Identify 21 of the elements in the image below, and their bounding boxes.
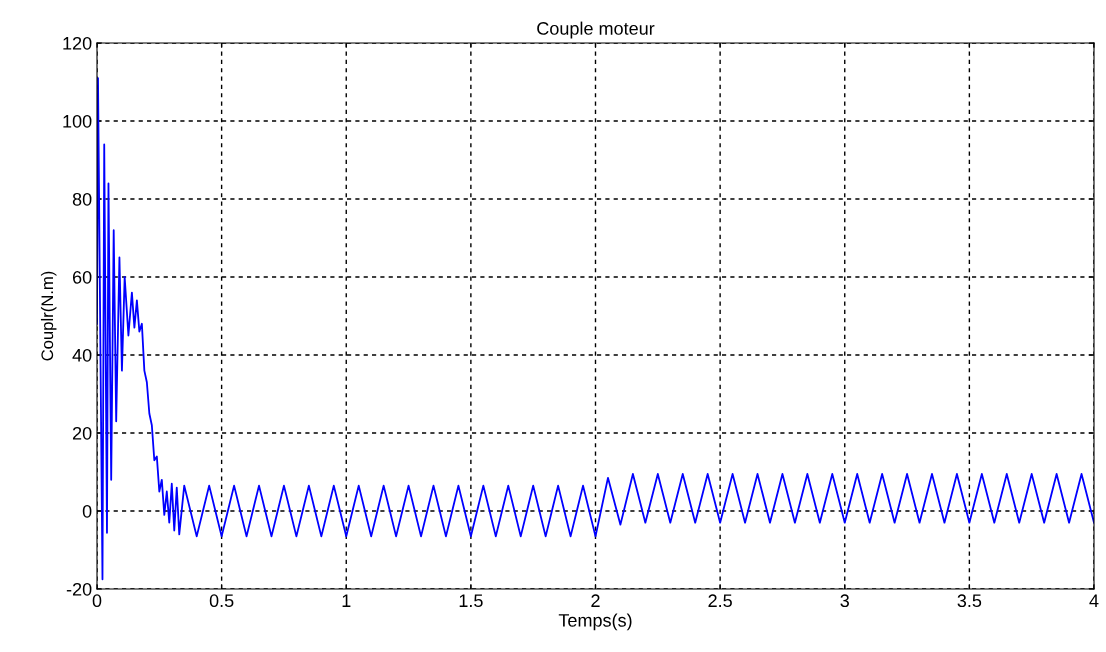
x-tick-label: 2.5 — [708, 594, 732, 608]
y-tick-label: 80 — [72, 192, 92, 206]
x-tick-label: 1.5 — [459, 594, 483, 608]
x-axis-title: Temps(s) — [558, 613, 632, 631]
y-tick-label: 40 — [72, 348, 92, 362]
y-tick-label: 120 — [63, 36, 92, 50]
x-tick-label: 3.5 — [957, 594, 982, 608]
y-tick-label: 20 — [72, 426, 92, 440]
y-tick-label: 60 — [72, 270, 92, 284]
y-tick-label: 100 — [63, 114, 92, 128]
y-tick-label: 0 — [82, 504, 92, 518]
line-series — [97, 77, 1094, 581]
x-tick-label: 0 — [92, 594, 102, 608]
x-tick-label: 0.5 — [209, 594, 234, 608]
y-tick-label: -20 — [66, 582, 92, 596]
y-axis-title: Couplr(N.m) — [40, 271, 57, 361]
x-tick-label: 4 — [1089, 594, 1099, 607]
chart-title: Couple moteur — [537, 21, 655, 39]
x-tick-label: 1 — [342, 594, 351, 607]
x-tick-label: 3 — [840, 594, 849, 608]
x-tick-label: 2 — [591, 594, 600, 607]
